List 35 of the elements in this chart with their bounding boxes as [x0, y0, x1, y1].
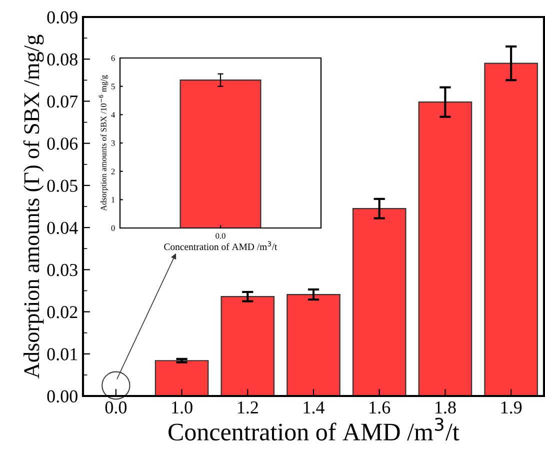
y-tick-label: 5 — [111, 84, 115, 90]
y-tick-label: 0.09 — [47, 11, 78, 24]
y-tick-label: 0.04 — [47, 222, 78, 234]
y-tick-label: 0.00 — [47, 390, 78, 403]
y-tick-label: 0.07 — [47, 95, 78, 108]
y-tick-label: 0 — [111, 225, 115, 231]
bar — [352, 208, 406, 396]
y-axis-title: Adsorption amounts (Γ) of SBX /mg/g — [23, 34, 44, 378]
x-tick-label: 0.0 — [216, 233, 226, 239]
y-tick-label: 4 — [111, 112, 116, 118]
x-tick-label: 1.9 — [501, 401, 522, 414]
y-tick-label: 0.06 — [47, 138, 78, 150]
y-tick-label: 0.05 — [47, 180, 78, 192]
y-tick-label: 3 — [111, 140, 115, 146]
bar — [484, 62, 538, 396]
bar — [220, 296, 275, 396]
bar — [154, 360, 209, 396]
x-tick-label: 1.2 — [238, 401, 258, 414]
x-axis-title: Concentration of AMD /m$^{3}$/t — [168, 418, 460, 441]
y-tick-label: 2 — [111, 168, 115, 174]
bar — [286, 294, 340, 396]
y-axis-title: Adsorption amounts of SBX /10$^{−6}$ mg/g — [98, 75, 108, 211]
x-tick-label: 0.0 — [105, 401, 127, 414]
bar — [418, 102, 472, 396]
x-tick-label: 1.6 — [370, 401, 390, 414]
y-tick-label: 0.03 — [47, 264, 78, 276]
y-tick-label: 0.01 — [47, 348, 78, 360]
y-tick-label: 0.02 — [47, 306, 78, 318]
x-tick-label: 1.4 — [304, 401, 325, 414]
y-tick-label: 1 — [112, 197, 115, 203]
y-tick-label: 6 — [111, 55, 115, 61]
y-tick-label: 0.08 — [47, 53, 78, 66]
x-axis-title: Concentration of AMD /m$^{3}$/t — [164, 241, 278, 250]
x-tick-label: 1.0 — [172, 401, 192, 414]
x-tick-label: 1.8 — [436, 401, 456, 414]
